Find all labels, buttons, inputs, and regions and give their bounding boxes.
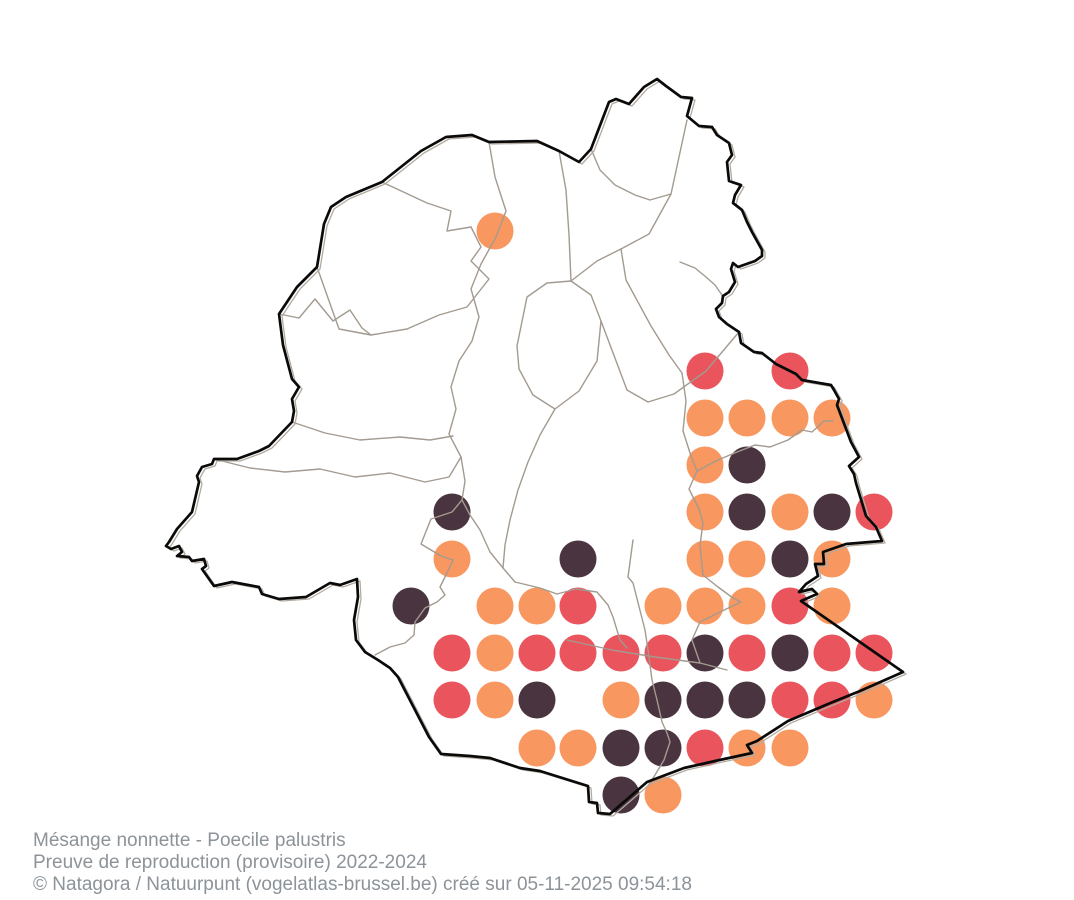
- map-attribution: © Natagora / Natuurpunt (vogelatlas-brus…: [33, 874, 692, 895]
- observation-dot: [644, 587, 682, 625]
- commune-line: [420, 499, 463, 561]
- commune-line: [627, 539, 671, 787]
- observation-dot: [728, 399, 766, 437]
- observation-dot: [559, 634, 597, 672]
- commune-line: [620, 248, 704, 576]
- observation-dot: [813, 540, 851, 578]
- observation-dot: [433, 681, 471, 719]
- observation-dot: [728, 493, 766, 531]
- map-subtitle: Preuve de reproduction (provisoire) 2022…: [33, 852, 427, 873]
- observation-dot: [518, 729, 556, 767]
- observation-dot: [686, 493, 724, 531]
- commune-line: [566, 639, 728, 671]
- observation-dot: [728, 446, 766, 484]
- observation-dot: [644, 776, 682, 814]
- observation-dot: [813, 493, 851, 531]
- commune-boundaries: [213, 119, 834, 787]
- observation-dot: [728, 729, 766, 767]
- commune-line: [516, 280, 602, 410]
- observation-dot: [476, 587, 514, 625]
- commune-line: [213, 456, 462, 483]
- map-caption: Mésange nonnette - Poecile palustris Pre…: [33, 830, 692, 896]
- observation-dot: [433, 634, 471, 672]
- observation-dot: [559, 729, 597, 767]
- commune-line: [696, 420, 834, 472]
- observation-dot: [518, 634, 556, 672]
- commune-line: [570, 119, 688, 282]
- observation-dot: [813, 587, 851, 625]
- observation-dot: [476, 634, 514, 672]
- observation-dot: [771, 681, 809, 719]
- observation-dot: [686, 446, 724, 484]
- region-boundary-shadow: [168, 80, 907, 817]
- observation-dot: [392, 587, 430, 625]
- observation-dot: [728, 681, 766, 719]
- observation-dot: [771, 399, 809, 437]
- observation-dot: [476, 212, 514, 250]
- observation-dot: [518, 587, 556, 625]
- observation-dot: [813, 399, 851, 437]
- observation-dot: [602, 634, 640, 672]
- commune-line: [291, 421, 454, 441]
- observation-dot: [686, 729, 724, 767]
- observation-dots: [392, 212, 893, 814]
- commune-line: [600, 320, 740, 403]
- commune-line: [502, 408, 556, 569]
- observation-dot: [686, 540, 724, 578]
- observation-dot: [644, 729, 682, 767]
- commune-line: [448, 141, 516, 583]
- observation-dot: [855, 681, 893, 719]
- observation-dot: [728, 587, 766, 625]
- species-title: Mésange nonnette - Poecile palustris: [33, 830, 346, 851]
- observation-dot: [728, 540, 766, 578]
- observation-dot: [771, 540, 809, 578]
- observation-dot: [559, 587, 597, 625]
- observation-dot: [559, 540, 597, 578]
- observation-dot: [518, 681, 556, 719]
- region-boundary: [164, 77, 905, 816]
- observation-dot: [602, 681, 640, 719]
- observation-dot: [644, 634, 682, 672]
- observation-dot: [602, 729, 640, 767]
- observation-dot: [771, 634, 809, 672]
- commune-line: [278, 298, 372, 336]
- commune-line: [514, 581, 628, 649]
- observation-dot: [771, 729, 809, 767]
- commune-line: [590, 148, 672, 201]
- observation-dot: [602, 776, 640, 814]
- commune-line: [679, 261, 723, 296]
- observation-dot: [771, 587, 809, 625]
- observation-dot: [686, 681, 724, 719]
- observation-dot: [644, 681, 682, 719]
- observation-dot: [728, 634, 766, 672]
- observation-dot: [771, 493, 809, 531]
- commune-line: [374, 559, 454, 656]
- observation-dot: [813, 634, 851, 672]
- commune-line: [316, 181, 490, 336]
- commune-line: [691, 574, 742, 664]
- commune-line: [558, 150, 572, 282]
- observation-dot: [686, 399, 724, 437]
- observation-dot: [476, 681, 514, 719]
